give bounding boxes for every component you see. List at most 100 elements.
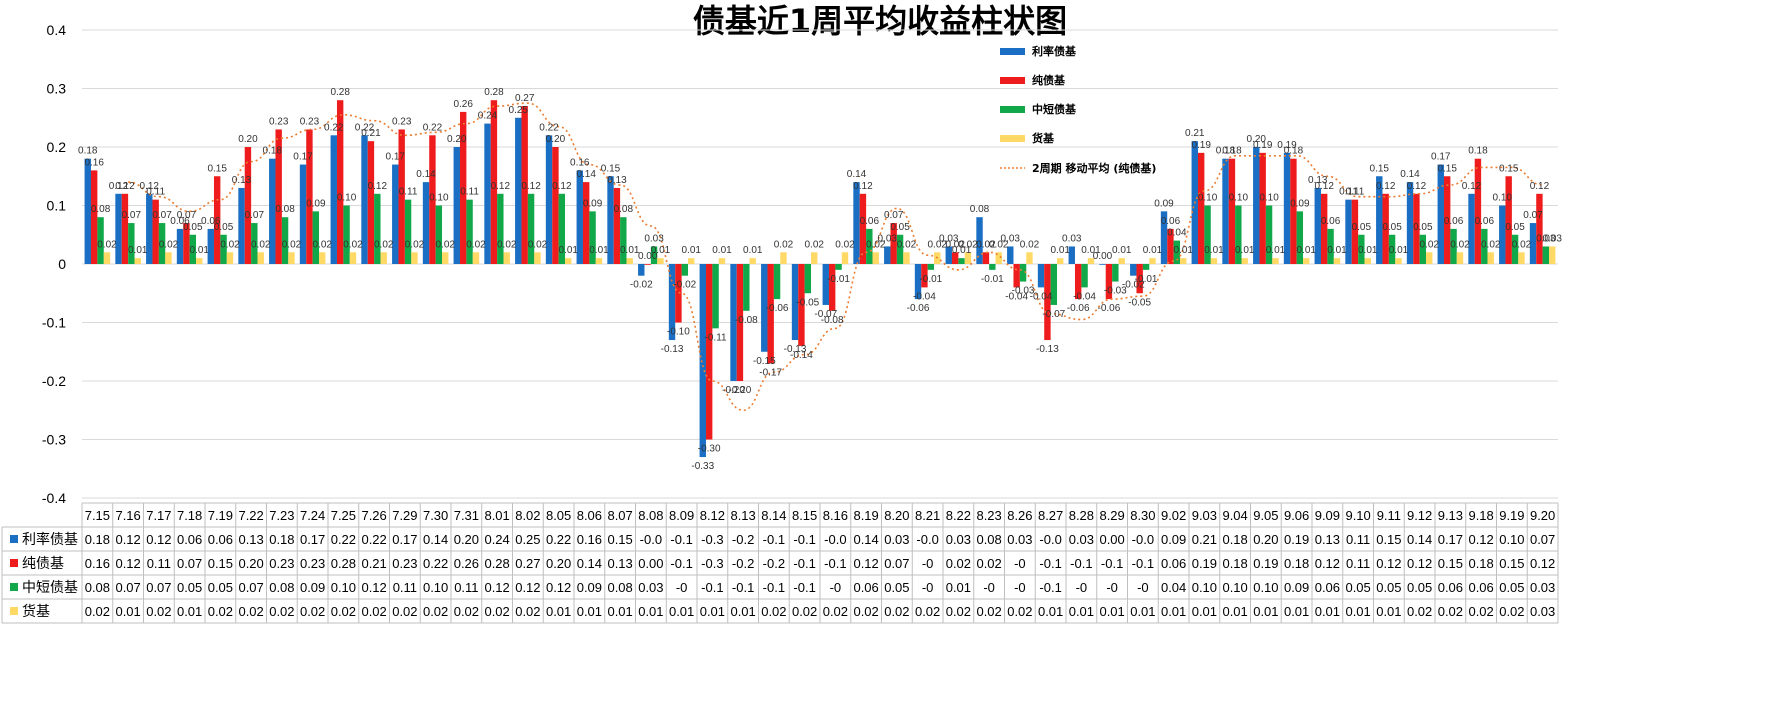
- table-cell: 0.08: [85, 580, 110, 595]
- table-cell: -0.1: [824, 556, 846, 571]
- bar: [1044, 264, 1051, 341]
- bar: [226, 252, 234, 264]
- bar: [1296, 211, 1304, 264]
- table-cell: -0.1: [763, 532, 785, 547]
- table-cell: 0.08: [976, 532, 1001, 547]
- data-label: 0.10: [1493, 193, 1513, 204]
- data-label: -0.30: [698, 444, 721, 455]
- bar: [196, 258, 203, 264]
- data-label: -0.06: [766, 303, 789, 314]
- x-tick-label: 9.05: [1253, 508, 1278, 523]
- data-label: 0.01: [651, 245, 671, 256]
- data-label: 0.18: [263, 146, 283, 157]
- bar: [626, 258, 633, 264]
- bar: [1081, 264, 1088, 288]
- data-label: -0.33: [691, 461, 714, 472]
- data-label: 0.04: [1167, 228, 1187, 239]
- data-label: 0.02: [312, 239, 332, 250]
- bar: [349, 252, 357, 264]
- data-label: 0.06: [1444, 216, 1464, 227]
- bar: [1333, 258, 1341, 264]
- x-tick-label: 8.28: [1069, 508, 1094, 523]
- data-label: 0.12: [1376, 181, 1396, 192]
- data-label: 0.12: [368, 181, 388, 192]
- table-cell: 0.12: [1376, 556, 1401, 571]
- bar: [1376, 176, 1383, 264]
- table-cell: 0.28: [331, 556, 356, 571]
- table-row-label: 纯债基: [22, 555, 64, 572]
- trendline-path: [128, 102, 1543, 412]
- table-cell: 0.02: [946, 556, 971, 571]
- data-label: 0.02: [989, 239, 1009, 250]
- data-label: 0.16: [84, 157, 104, 168]
- bar: [115, 193, 122, 264]
- data-label: 0.15: [1499, 163, 1519, 174]
- table-cell: 0.08: [607, 580, 632, 595]
- data-label: 0.19: [1253, 140, 1273, 151]
- table-legend-key: [10, 559, 18, 567]
- data-label: 0.23: [300, 116, 320, 127]
- table-cell: 0.14: [853, 532, 878, 547]
- bar: [361, 135, 368, 264]
- data-label: 0.09: [1154, 198, 1174, 209]
- table-cell: 0.01: [1069, 604, 1094, 619]
- bar: [859, 193, 867, 264]
- bar: [589, 211, 596, 264]
- table-cell: 0.02: [269, 604, 294, 619]
- table-cell: 0.12: [361, 580, 386, 595]
- data-label: 0.12: [1314, 181, 1334, 192]
- data-label: -0.07: [1042, 309, 1065, 320]
- table-cell: 0.23: [392, 556, 417, 571]
- bar: [244, 147, 252, 264]
- bar: [1303, 258, 1310, 264]
- data-label: 0.03: [939, 233, 959, 244]
- table-cell: 0.01: [1315, 604, 1340, 619]
- data-label: 0.02: [343, 239, 363, 250]
- bar: [257, 252, 264, 264]
- bar: [213, 176, 221, 264]
- x-tick-label: 7.15: [85, 508, 110, 523]
- bar: [736, 264, 744, 381]
- bar: [1259, 152, 1266, 264]
- bar: [1265, 205, 1273, 264]
- table-cell: 0.14: [423, 532, 448, 547]
- table-cell: -0: [922, 580, 934, 595]
- data-label: 0.09: [306, 198, 326, 209]
- y-tick-label: 0: [58, 256, 66, 272]
- bar: [1013, 264, 1020, 288]
- data-label: 0.00: [638, 251, 658, 262]
- x-tick-label: 8.15: [792, 508, 817, 523]
- table-cell: 0.02: [761, 604, 786, 619]
- table-cell: 0.15: [1438, 556, 1463, 571]
- data-label: 0.02: [958, 239, 978, 250]
- bar: [288, 252, 295, 264]
- table-cell: 0.12: [515, 580, 540, 595]
- data-label: 0.02: [774, 239, 794, 250]
- table-cell: 0.02: [946, 604, 971, 619]
- data-label: 0.17: [293, 152, 313, 163]
- data-labels: 0.180.12 0.120.06 0.060.130.180.170.22 0.22…: [78, 87, 1562, 472]
- data-label: 0.02: [1481, 239, 1501, 250]
- bar: [1364, 258, 1371, 264]
- table-cell: 0.01: [1345, 604, 1370, 619]
- table-cell: 0.19: [1192, 556, 1217, 571]
- table-cell: 0.05: [1345, 580, 1370, 595]
- table-cell: 0.02: [884, 604, 909, 619]
- legend-label: 纯债基: [1032, 73, 1066, 87]
- bar: [718, 258, 726, 264]
- table-cell: 0.05: [1499, 580, 1524, 595]
- bar: [1118, 258, 1125, 264]
- table-cell: 0.09: [1161, 532, 1186, 547]
- data-table: 7.15 7.16 7.17 7.18 7.19 7.22 7.23 7.24 7.25 7.26…: [1, 502, 1559, 624]
- table-cell: 0.10: [1253, 580, 1278, 595]
- table-cell: 0.08: [269, 580, 294, 595]
- data-label: -0.04: [1073, 291, 1096, 302]
- data-label: 0.13: [1308, 175, 1328, 186]
- bar: [534, 252, 541, 264]
- x-tick-label: 7.24: [300, 508, 325, 523]
- table-cell: 0.07: [146, 580, 171, 595]
- data-label: -0.20: [729, 385, 752, 396]
- x-tick-label: 9.20: [1530, 508, 1555, 523]
- data-label: 0.10: [1229, 193, 1249, 204]
- bar: [945, 246, 952, 264]
